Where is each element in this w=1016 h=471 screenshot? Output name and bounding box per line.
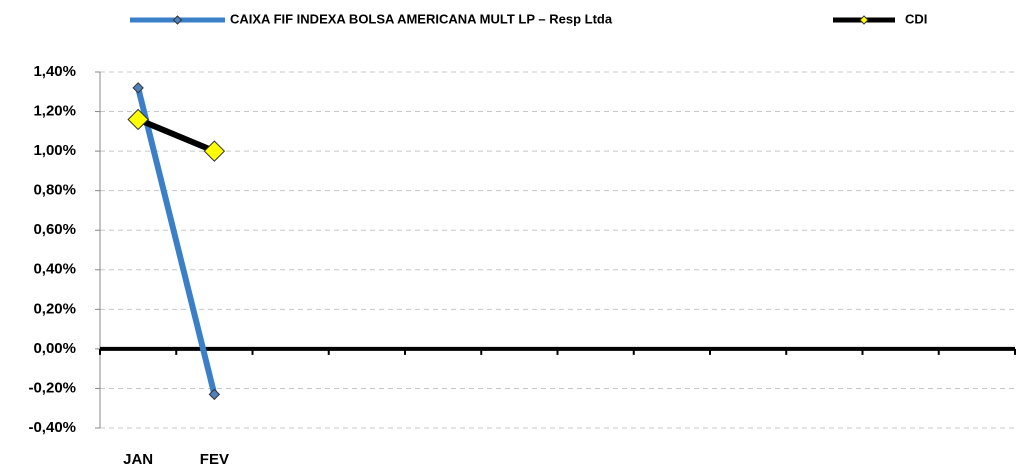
- marker: [208, 388, 221, 401]
- y-tick-label: 0,00%: [33, 340, 76, 357]
- legend-marker: [859, 15, 869, 25]
- marker: [132, 82, 144, 94]
- y-tick-label: 0,60%: [33, 221, 76, 238]
- legend-label: CDI: [905, 11, 927, 26]
- x-tick-label: JAN: [123, 451, 153, 468]
- legend-label: CAIXA FIF INDEXA BOLSA AMERICANA MULT LP…: [230, 11, 613, 26]
- marker: [203, 140, 226, 162]
- y-tick-label: -0,40%: [28, 419, 76, 436]
- y-tick-label: 1,20%: [33, 103, 76, 120]
- y-tick-label: 0,80%: [33, 182, 76, 199]
- series-line: [136, 116, 216, 154]
- y-tick-label: -0,20%: [28, 379, 76, 396]
- y-tick-label: 1,00%: [33, 142, 76, 159]
- y-tick-label: 0,20%: [33, 300, 76, 317]
- marker: [127, 108, 149, 131]
- y-tick-label: 0,40%: [33, 261, 76, 278]
- legend-marker: [172, 15, 183, 25]
- x-tick-label: FEV: [200, 451, 229, 468]
- y-tick-label: 1,40%: [33, 63, 76, 80]
- series-line: [135, 87, 218, 396]
